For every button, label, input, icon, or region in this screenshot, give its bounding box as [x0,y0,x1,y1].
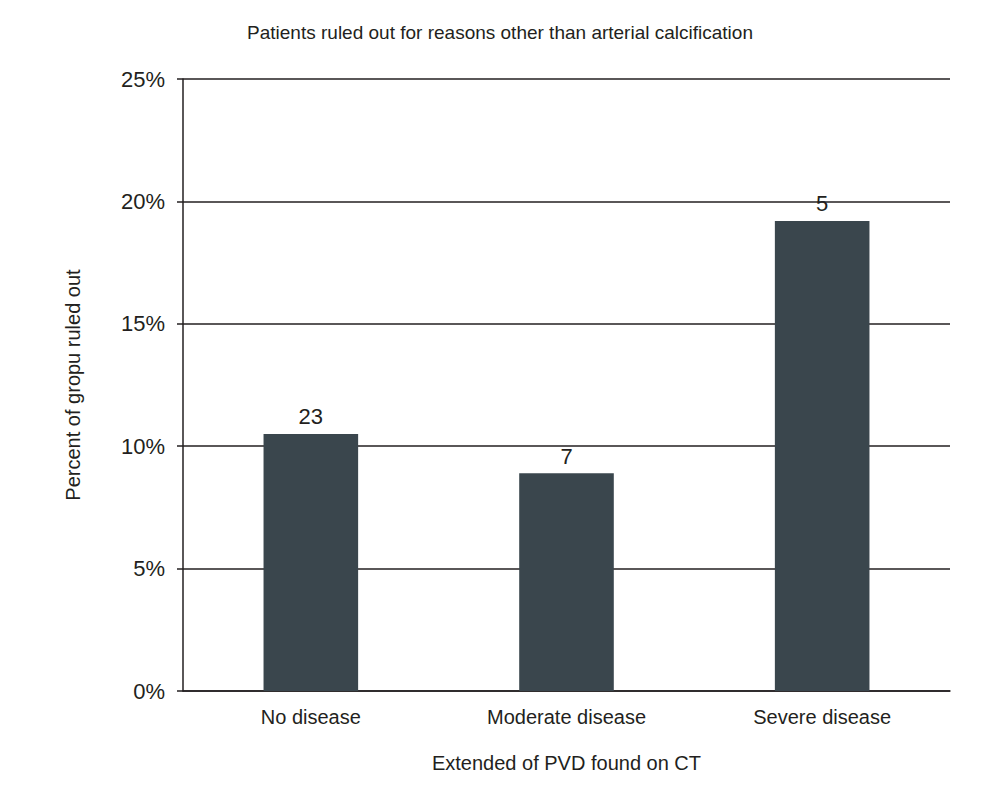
svg-text:Moderate disease: Moderate disease [487,706,646,728]
svg-text:20%: 20% [121,189,165,214]
svg-text:Percent of gropu ruled out: Percent of gropu ruled out [62,269,84,501]
svg-text:10%: 10% [121,434,165,459]
svg-text:Patients ruled out for reasons: Patients ruled out for reasons other tha… [247,22,753,43]
svg-text:Extended of PVD found on CT: Extended of PVD found on CT [432,752,701,774]
svg-text:23: 23 [299,404,323,429]
svg-text:5%: 5% [133,556,165,581]
svg-text:0%: 0% [133,679,165,704]
svg-text:15%: 15% [121,311,165,336]
svg-text:7: 7 [560,444,572,469]
svg-text:25%: 25% [121,67,165,92]
svg-text:Severe disease: Severe disease [753,706,891,728]
svg-text:5: 5 [816,191,828,216]
svg-text:No disease: No disease [261,706,361,728]
